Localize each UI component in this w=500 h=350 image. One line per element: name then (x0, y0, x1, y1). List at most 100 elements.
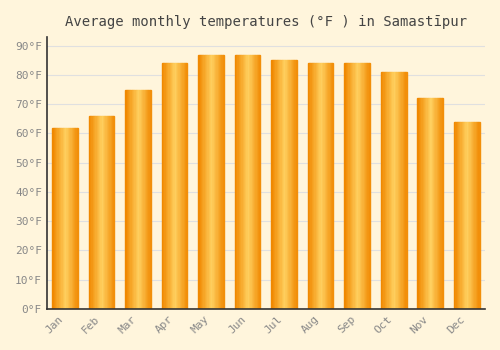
Bar (128, 90, 129, 309)
Bar (104, 116, 106, 309)
Bar (70, 128, 71, 309)
Bar (388, 72, 390, 309)
Bar (358, 63, 360, 309)
Bar (148, 90, 150, 309)
Bar (382, 72, 384, 309)
Bar (100, 116, 102, 309)
Bar (346, 63, 347, 309)
Bar (76, 128, 78, 309)
Bar (316, 63, 317, 309)
Bar (215, 55, 216, 309)
Bar (92, 116, 94, 309)
Bar (238, 55, 240, 309)
Bar (404, 72, 405, 309)
Bar (254, 55, 256, 309)
Bar (468, 122, 469, 309)
Bar (66, 128, 68, 309)
Bar (288, 61, 290, 309)
Bar (214, 55, 215, 309)
Bar (283, 61, 284, 309)
Bar (129, 90, 130, 309)
Bar (211, 55, 212, 309)
Bar (177, 63, 178, 309)
Bar (246, 55, 248, 309)
Bar (204, 55, 205, 309)
Bar (344, 63, 346, 309)
Bar (351, 63, 352, 309)
Bar (429, 98, 430, 309)
Bar (72, 128, 73, 309)
Bar (205, 55, 206, 309)
Bar (470, 122, 472, 309)
Bar (290, 61, 292, 309)
Bar (310, 63, 312, 309)
Bar (206, 55, 208, 309)
Bar (110, 116, 112, 309)
Bar (347, 63, 348, 309)
Bar (126, 90, 128, 309)
Bar (478, 122, 480, 309)
Bar (185, 63, 186, 309)
Bar (99, 116, 100, 309)
Bar (137, 90, 138, 309)
Bar (433, 98, 434, 309)
Bar (242, 55, 244, 309)
Bar (361, 63, 362, 309)
Bar (460, 122, 462, 309)
Bar (89, 116, 90, 309)
Bar (442, 98, 443, 309)
Bar (248, 55, 249, 309)
Bar (386, 72, 388, 309)
Bar (425, 98, 426, 309)
Bar (454, 122, 455, 309)
Bar (220, 55, 222, 309)
Bar (420, 98, 422, 309)
Bar (350, 63, 351, 309)
Bar (167, 63, 168, 309)
Bar (256, 55, 258, 309)
Bar (362, 63, 364, 309)
Bar (282, 61, 283, 309)
Bar (134, 90, 136, 309)
Bar (272, 61, 274, 309)
Bar (74, 128, 76, 309)
Bar (405, 72, 406, 309)
Bar (184, 63, 185, 309)
Bar (174, 63, 176, 309)
Bar (253, 55, 254, 309)
Bar (274, 61, 275, 309)
Bar (440, 98, 442, 309)
Bar (166, 63, 167, 309)
Bar (368, 63, 370, 309)
Bar (62, 128, 64, 309)
Bar (245, 55, 246, 309)
Bar (54, 128, 55, 309)
Bar (396, 72, 398, 309)
Bar (168, 63, 170, 309)
Bar (385, 72, 386, 309)
Bar (108, 116, 110, 309)
Bar (258, 55, 259, 309)
Bar (464, 122, 466, 309)
Bar (222, 55, 224, 309)
Bar (55, 128, 56, 309)
Bar (56, 128, 58, 309)
Bar (317, 63, 318, 309)
Bar (95, 116, 96, 309)
Bar (426, 98, 428, 309)
Bar (312, 63, 313, 309)
Bar (395, 72, 396, 309)
Bar (180, 63, 181, 309)
Bar (356, 63, 357, 309)
Bar (276, 61, 278, 309)
Bar (146, 90, 147, 309)
Bar (354, 63, 356, 309)
Bar (65, 128, 66, 309)
Bar (94, 116, 95, 309)
Bar (434, 98, 436, 309)
Bar (73, 128, 74, 309)
Bar (113, 116, 114, 309)
Bar (428, 98, 429, 309)
Bar (200, 55, 201, 309)
Bar (293, 61, 294, 309)
